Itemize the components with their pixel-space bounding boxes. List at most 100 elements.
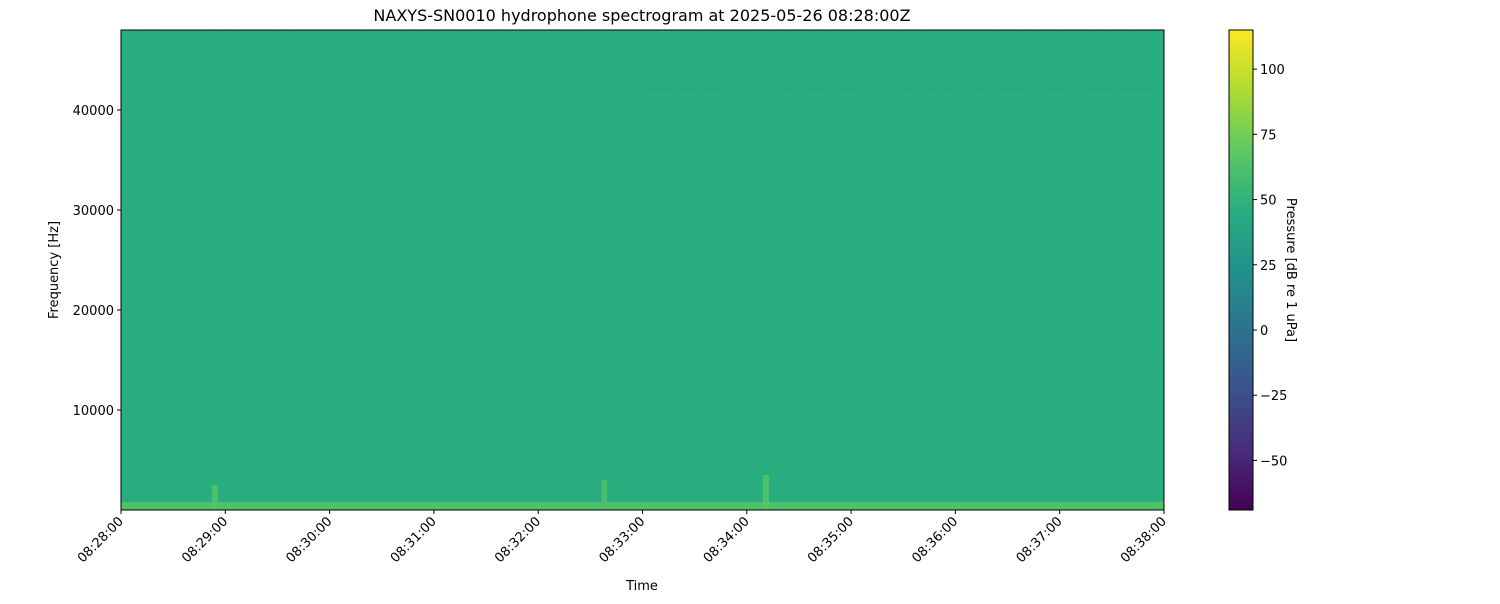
- heatmap-column: [697, 30, 700, 510]
- heatmap-column: [691, 30, 694, 510]
- x-tick-label: 08:32:00: [492, 514, 544, 566]
- heatmap-column: [325, 30, 328, 510]
- heatmap-column: [646, 30, 649, 510]
- heatmap-column: [1045, 30, 1048, 510]
- heatmap-column: [1000, 30, 1003, 510]
- x-tick-label: 08:36:00: [909, 514, 961, 566]
- heatmap-column: [925, 30, 928, 510]
- heatmap-column: [1054, 30, 1057, 510]
- heatmap-column: [1138, 30, 1141, 510]
- heatmap-column: [892, 30, 895, 510]
- heatmap-column: [391, 30, 394, 510]
- heatmap-column: [682, 30, 685, 510]
- heatmap-column: [433, 30, 436, 510]
- heatmap-column: [1147, 30, 1150, 510]
- heatmap-column: [535, 30, 538, 510]
- heatmap-column: [256, 30, 259, 510]
- heatmap-column: [331, 30, 334, 510]
- heatmap-column: [946, 30, 949, 510]
- heatmap-column: [565, 30, 568, 510]
- heatmap-column: [181, 30, 184, 510]
- heatmap-column: [811, 30, 814, 510]
- heatmap-column: [175, 30, 178, 510]
- heatmap-column: [202, 30, 205, 510]
- heatmap-column: [280, 30, 283, 510]
- heatmap-column: [571, 30, 574, 510]
- heatmap-column: [199, 30, 202, 510]
- x-tick-label: 08:34:00: [701, 514, 753, 566]
- heatmap-column: [961, 30, 964, 510]
- heatmap-column: [847, 30, 850, 510]
- heatmap-column: [766, 30, 769, 510]
- x-tick-label: 08:31:00: [388, 514, 440, 566]
- heatmap-column: [127, 30, 130, 510]
- heatmap-column: [931, 30, 934, 510]
- tonal-line: [642, 94, 1164, 96]
- x-tick-label: 08:37:00: [1014, 514, 1066, 566]
- heatmap-column: [628, 30, 631, 510]
- heatmap-column: [907, 30, 910, 510]
- heatmap-column: [823, 30, 826, 510]
- heatmap-column: [835, 30, 838, 510]
- heatmap-column: [529, 30, 532, 510]
- heatmap-column: [457, 30, 460, 510]
- heatmap-column: [1072, 30, 1075, 510]
- heatmap-column: [421, 30, 424, 510]
- heatmap-column: [1075, 30, 1078, 510]
- heatmap-column: [343, 30, 346, 510]
- heatmap-column: [376, 30, 379, 510]
- heatmap-column: [439, 30, 442, 510]
- heatmap-column: [784, 30, 787, 510]
- heatmap-column: [1159, 30, 1162, 510]
- heatmap-column: [1051, 30, 1054, 510]
- heatmap-column: [214, 30, 217, 510]
- heatmap-column: [511, 30, 514, 510]
- heatmap-column: [1141, 30, 1144, 510]
- colorbar-tick-label: −25: [1260, 389, 1287, 404]
- heatmap-column: [382, 30, 385, 510]
- heatmap-column: [1048, 30, 1051, 510]
- heatmap-column: [508, 30, 511, 510]
- heatmap-column: [487, 30, 490, 510]
- heatmap-column: [634, 30, 637, 510]
- heatmap-column: [922, 30, 925, 510]
- heatmap-column: [658, 30, 661, 510]
- heatmap-column: [451, 30, 454, 510]
- heatmap-column: [1003, 30, 1006, 510]
- heatmap-column: [631, 30, 634, 510]
- heatmap-column: [625, 30, 628, 510]
- heatmap-column: [124, 30, 127, 510]
- heatmap-column: [424, 30, 427, 510]
- heatmap-column: [1033, 30, 1036, 510]
- heatmap-column: [550, 30, 553, 510]
- heatmap-column: [712, 30, 715, 510]
- heatmap-column: [580, 30, 583, 510]
- heatmap-column: [715, 30, 718, 510]
- x-tick-label: 08:35:00: [805, 514, 857, 566]
- x-axis-label: Time: [625, 579, 658, 594]
- heatmap-column: [217, 30, 220, 510]
- heatmap-column: [919, 30, 922, 510]
- heatmap-column: [262, 30, 265, 510]
- heatmap-column: [940, 30, 943, 510]
- heatmap-column: [208, 30, 211, 510]
- heatmap-column: [673, 30, 676, 510]
- heatmap-column: [772, 30, 775, 510]
- heatmap-column: [250, 30, 253, 510]
- colorbar-label: Pressure [dB re 1 uPa]: [1283, 198, 1298, 342]
- heatmap-column: [286, 30, 289, 510]
- heatmap-column: [454, 30, 457, 510]
- heatmap-column: [568, 30, 571, 510]
- heatmap-column: [820, 30, 823, 510]
- heatmap-column: [238, 30, 241, 510]
- heatmap-column: [832, 30, 835, 510]
- heatmap-column: [121, 30, 124, 510]
- heatmap-column: [613, 30, 616, 510]
- heatmap-column: [775, 30, 778, 510]
- heatmap-column: [166, 30, 169, 510]
- heatmap-column: [289, 30, 292, 510]
- heatmap-column: [637, 30, 640, 510]
- heatmap-column: [736, 30, 739, 510]
- heatmap-column: [340, 30, 343, 510]
- heatmap-column: [826, 30, 829, 510]
